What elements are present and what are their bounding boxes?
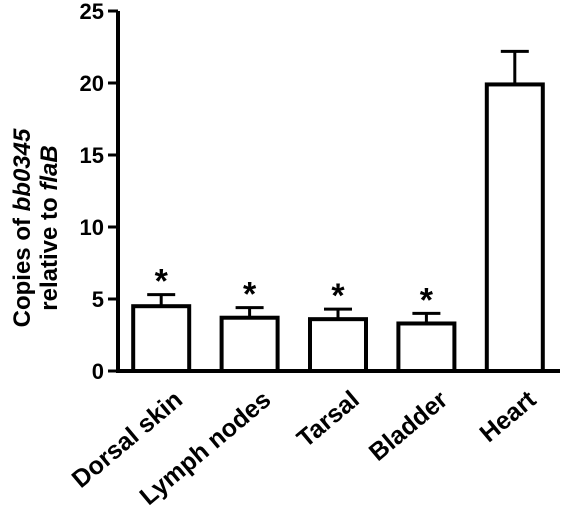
y-tick-label: 0 — [92, 359, 104, 384]
bar — [308, 317, 368, 374]
significance-marker: * — [420, 281, 434, 319]
significance-marker: * — [331, 277, 345, 315]
bar — [396, 321, 457, 374]
y-tick-label: 10 — [80, 215, 104, 240]
bars: * * * * — [131, 49, 545, 374]
y-tick-label: 20 — [80, 71, 104, 96]
y-axis-label-line-2: relative to flaB — [36, 145, 63, 310]
y-axis-label-line-1: Copies of bb0345 — [9, 128, 36, 327]
bar — [131, 304, 192, 374]
x-category-label: Bladder — [364, 385, 454, 466]
x-category-label: Tarsal — [292, 385, 365, 453]
y-ticks: 0 5 10 15 20 25 — [80, 0, 118, 384]
significance-marker: * — [155, 263, 169, 301]
bar — [484, 82, 545, 373]
significance-marker: * — [243, 276, 257, 314]
y-axis-label: Copies of bb0345 relative to flaB — [9, 128, 63, 327]
bar — [219, 315, 280, 373]
y-tick-label: 5 — [92, 287, 104, 312]
x-category-label: Heart — [475, 385, 542, 448]
y-tick-label: 25 — [80, 0, 104, 24]
y-tick-label: 15 — [80, 143, 104, 168]
